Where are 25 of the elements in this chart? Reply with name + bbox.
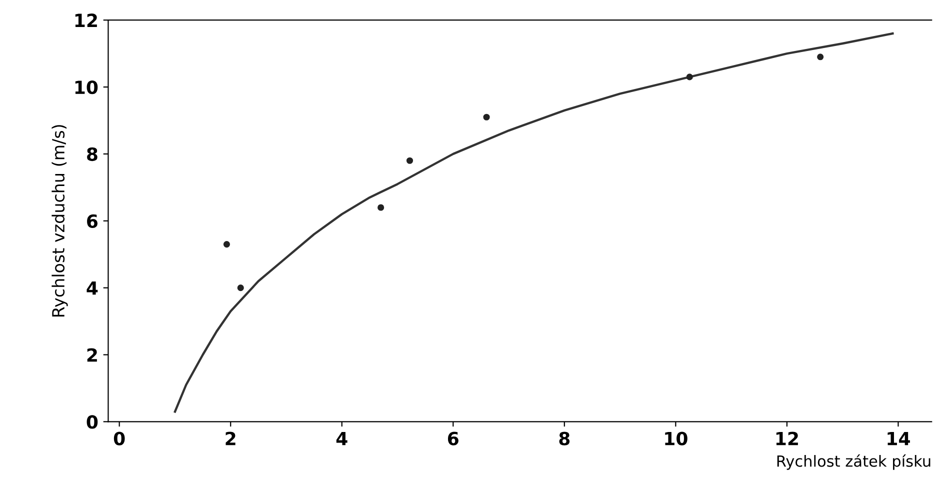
point — [483, 114, 490, 120]
x-tick-label: 8 — [559, 432, 570, 446]
y-tick-label: 0 — [86, 415, 98, 429]
x-tick-label: 12 — [776, 432, 798, 446]
x-tick-label: 10 — [665, 432, 688, 446]
x-tick-label: 0 — [114, 432, 125, 446]
y-tick-label: 2 — [87, 348, 97, 362]
y-tick-label: 6 — [87, 214, 98, 228]
point — [378, 204, 384, 211]
y-tick-label: 8 — [87, 147, 98, 162]
x-tick-label: 2 — [226, 432, 236, 446]
y-axis-title: Rychlost vzduchu (m/s) — [52, 125, 68, 316]
point — [817, 54, 824, 60]
point — [237, 284, 244, 292]
point — [686, 74, 693, 80]
x-tick-label: 4 — [336, 432, 348, 446]
point — [406, 157, 414, 164]
point — [223, 241, 230, 248]
y-tick-label: 4 — [86, 282, 98, 295]
x-axis-title: Rychlost zátek písku — [777, 454, 930, 470]
y-tick-label: 12 — [75, 14, 97, 27]
x-tick-label: 6 — [448, 432, 458, 446]
line-series — [174, 32, 894, 413]
y-tick-label: 10 — [75, 80, 98, 94]
x-tick-label: 14 — [888, 432, 910, 446]
